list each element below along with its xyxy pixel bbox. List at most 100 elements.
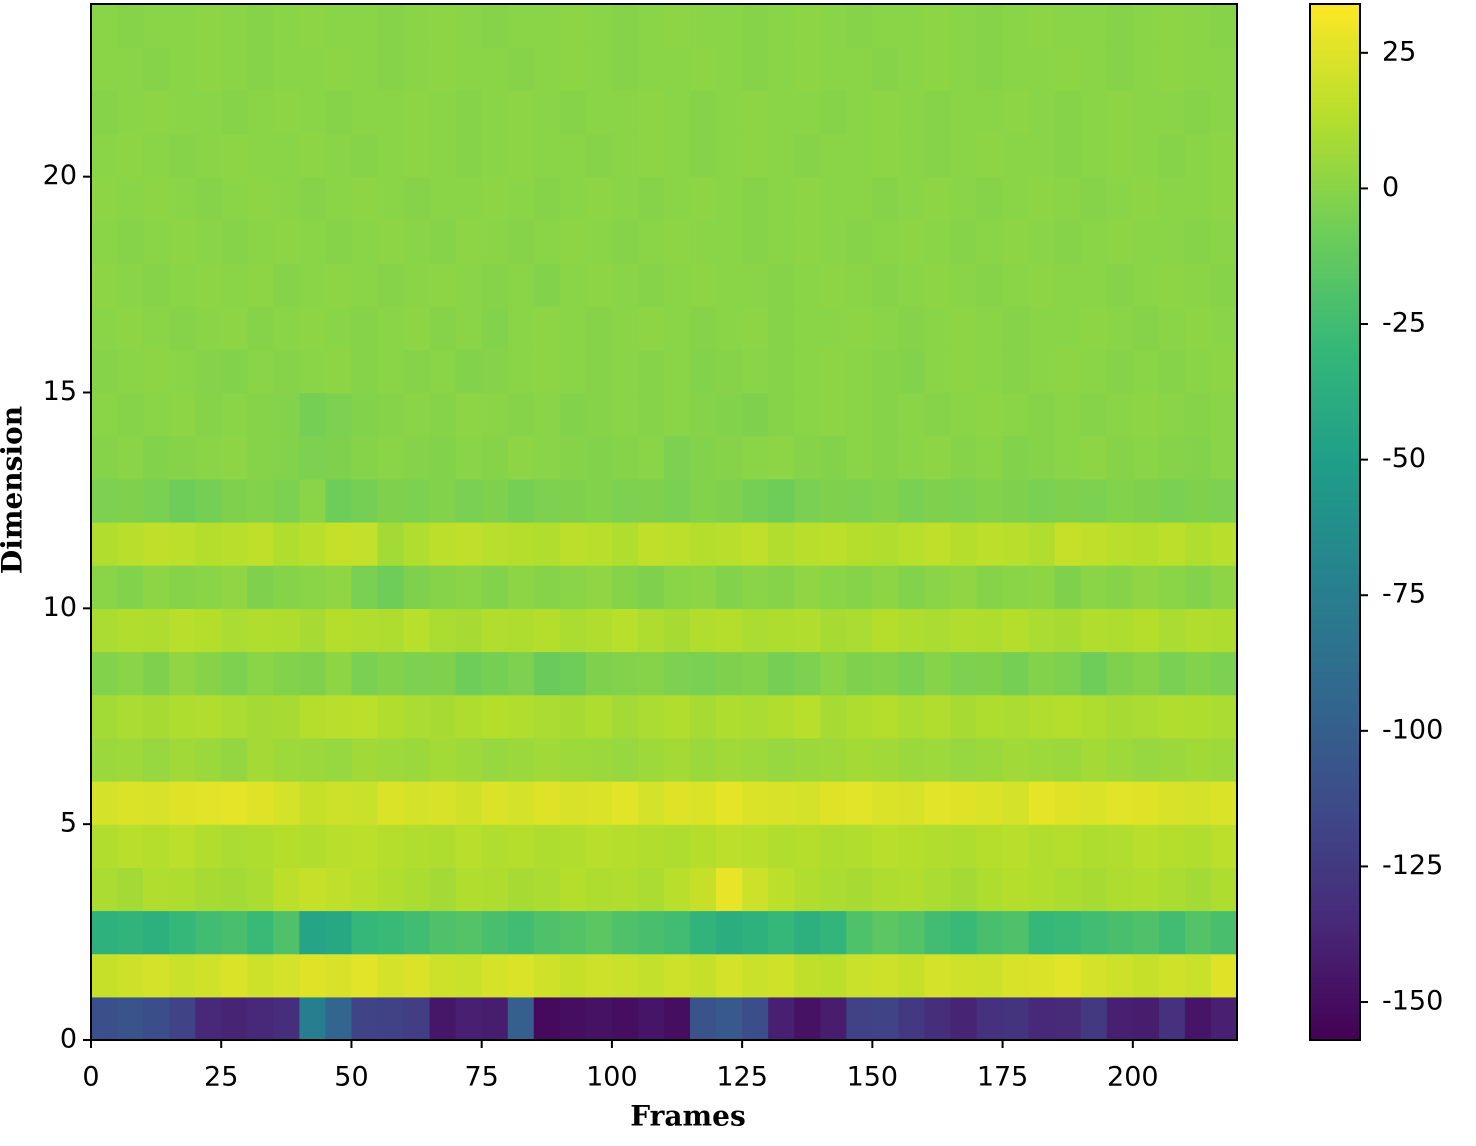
colorbar-segment xyxy=(1310,951,1360,958)
heatmap-cell xyxy=(533,781,561,825)
colorbar-segment xyxy=(1310,537,1360,544)
colorbar-segment xyxy=(1310,133,1360,140)
heatmap-cell xyxy=(117,176,144,221)
heatmap-cell xyxy=(1106,392,1134,437)
heatmap-cell xyxy=(1132,47,1160,91)
heatmap-cell xyxy=(169,263,196,307)
colorbar-segment xyxy=(1310,527,1360,533)
heatmap-cell xyxy=(455,996,483,1041)
heatmap-cell xyxy=(507,565,535,609)
heatmap-cell xyxy=(1054,306,1082,350)
heatmap-cell xyxy=(273,608,300,653)
heatmap-cell xyxy=(1028,565,1056,609)
heatmap-cell xyxy=(1054,133,1082,178)
heatmap-cell xyxy=(585,219,613,264)
colorbar-segment xyxy=(1310,532,1360,539)
heatmap-cell xyxy=(117,867,144,912)
heatmap-cell xyxy=(637,176,665,221)
heatmap-cell xyxy=(664,176,691,221)
heatmap-cell xyxy=(325,306,353,350)
heatmap-cell xyxy=(351,349,379,394)
heatmap-cell xyxy=(664,263,691,307)
heatmap-cell xyxy=(611,608,639,653)
colorbar-segment xyxy=(1310,568,1360,575)
heatmap-cell xyxy=(950,176,978,221)
heatmap-cell xyxy=(768,435,795,480)
heatmap-cell xyxy=(1210,781,1238,825)
heatmap-cell xyxy=(91,867,118,912)
heatmap-cell xyxy=(507,306,535,350)
heatmap-cell xyxy=(455,910,483,955)
heatmap-cell xyxy=(1132,263,1160,307)
heatmap-cell xyxy=(872,565,900,609)
heatmap-cell xyxy=(1002,263,1030,307)
heatmap-cell xyxy=(455,737,483,782)
colorbar-segment xyxy=(1310,837,1360,844)
heatmap-cell xyxy=(716,522,743,566)
heatmap-cell xyxy=(559,90,587,135)
heatmap-cell xyxy=(377,824,405,868)
heatmap-cell xyxy=(664,565,691,609)
colorbar-tick-label: -100 xyxy=(1382,714,1443,745)
colorbar-segment xyxy=(1310,926,1360,932)
heatmap-cell xyxy=(820,953,847,998)
heatmap-cell xyxy=(559,4,587,48)
heatmap-cell xyxy=(403,608,431,653)
colorbar-tick-label: -125 xyxy=(1382,850,1443,881)
heatmap-cell xyxy=(351,133,379,178)
heatmap-cell xyxy=(820,478,847,523)
heatmap-cell xyxy=(585,953,613,998)
heatmap-cell xyxy=(716,910,743,955)
heatmap-cell xyxy=(794,176,821,221)
heatmap-cell xyxy=(585,824,613,868)
heatmap-cell xyxy=(221,219,248,264)
heatmap-cell xyxy=(247,996,274,1041)
heatmap-cell xyxy=(1080,90,1108,135)
colorbar-segment xyxy=(1310,423,1360,430)
colorbar-segment xyxy=(1310,988,1360,994)
heatmap-cell xyxy=(299,953,327,998)
heatmap-cell xyxy=(143,996,170,1041)
heatmap-cell xyxy=(742,565,769,609)
heatmap-cell xyxy=(1158,176,1186,221)
heatmap-cell xyxy=(1210,565,1238,609)
heatmap-cell xyxy=(117,47,144,91)
heatmap-cell xyxy=(195,4,222,48)
heatmap-cell xyxy=(117,133,144,178)
heatmap-cell xyxy=(1002,392,1030,437)
colorbar-segment xyxy=(1310,578,1360,585)
colorbar-segment xyxy=(1310,465,1360,471)
heatmap-cell xyxy=(221,176,248,221)
colorbar-segment xyxy=(1310,781,1360,787)
heatmap-cell xyxy=(325,910,353,955)
heatmap-cell xyxy=(273,522,300,566)
heatmap-cell xyxy=(1184,608,1212,653)
colorbar-segment xyxy=(1310,573,1360,580)
heatmap-cell xyxy=(637,565,665,609)
colorbar-segment xyxy=(1310,786,1360,792)
heatmap-cell xyxy=(872,263,900,307)
heatmap-cell xyxy=(1184,219,1212,264)
heatmap-cell xyxy=(507,910,535,955)
heatmap-cell xyxy=(1158,306,1186,350)
heatmap-cell xyxy=(325,522,353,566)
heatmap-cell xyxy=(507,392,535,437)
heatmap-cell xyxy=(1028,263,1056,307)
colorbar-segment xyxy=(1310,174,1360,181)
heatmap-cell xyxy=(247,608,274,653)
heatmap-cell xyxy=(1106,306,1134,350)
heatmap-cell xyxy=(1002,219,1030,264)
heatmap-cell xyxy=(846,824,873,868)
heatmap-cell xyxy=(325,176,353,221)
heatmap-cell xyxy=(221,478,248,523)
heatmap-cell xyxy=(898,867,926,912)
heatmap-cell xyxy=(221,608,248,653)
heatmap-cell xyxy=(637,651,665,696)
heatmap-cell xyxy=(351,392,379,437)
heatmap-cell xyxy=(377,478,405,523)
heatmap-cell xyxy=(768,4,795,48)
colorbar-segment xyxy=(1310,506,1360,513)
colorbar-segment xyxy=(1310,863,1360,870)
heatmap-cell xyxy=(351,306,379,350)
colorbar-segment xyxy=(1310,154,1360,160)
